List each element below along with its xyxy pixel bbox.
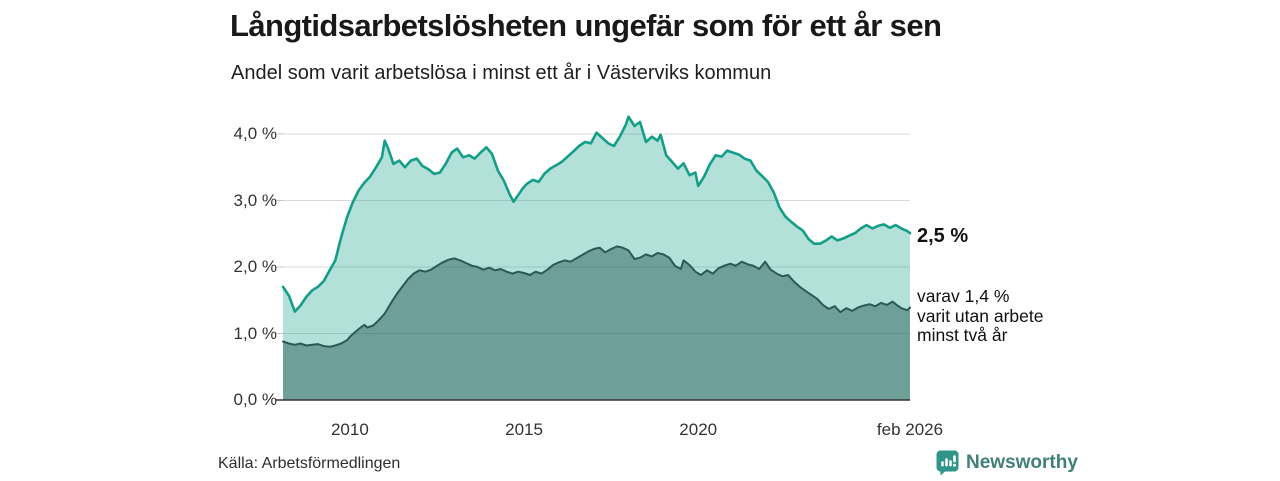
newsworthy-bars-icon <box>936 450 959 476</box>
breakdown-line-3: minst två år <box>917 325 1008 345</box>
x-axis-tick-label: 2020 <box>679 420 718 439</box>
page-subtitle: Andel som varit arbetslösa i minst ett å… <box>231 62 772 84</box>
breakdown-line-2: varit utan arbete <box>917 305 1044 326</box>
newsworthy-wordmark: Newsworthy <box>966 452 1078 473</box>
y-axis-tick-label: 2,0 % <box>233 257 277 276</box>
y-axis-tick-label: 0,0 % <box>233 390 277 409</box>
y-axis-tick-label: 1,0 % <box>233 323 277 343</box>
x-axis-tick-label: feb 2026 <box>876 420 944 439</box>
end-value-label-total: 2,5 % <box>917 225 969 247</box>
breakdown-line-1: varav 1,4 % <box>917 286 1010 306</box>
x-axis-tick-label: 2015 <box>505 420 543 439</box>
newsworthy-logo[interactable]: Newsworthy <box>936 450 1078 476</box>
x-axis-tick-label: 2010 <box>330 420 369 439</box>
source-attribution: Källa: Arbetsförmedlingen <box>218 455 401 472</box>
y-axis-tick-label: 4,0 % <box>233 124 277 143</box>
end-value-label-breakdown: varav 1,4 % varit utan arbete minst två … <box>917 286 1044 346</box>
page-title: Långtidsarbetslösheten ungefär som för e… <box>230 8 942 43</box>
y-axis-tick-label: 3,0 % <box>233 190 277 210</box>
